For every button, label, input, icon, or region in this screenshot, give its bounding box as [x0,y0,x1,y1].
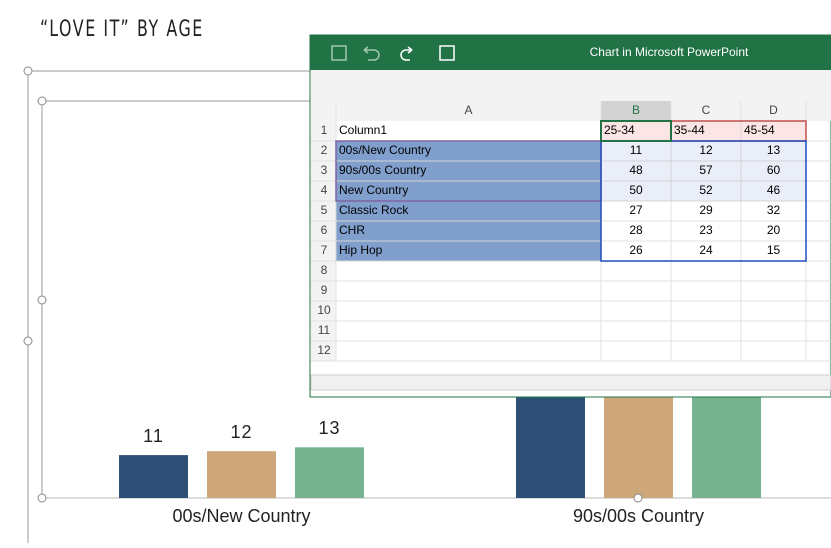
quick-access[interactable] [331,45,455,61]
cell: 27 [629,203,643,217]
data-label: 11 [143,426,164,446]
row-header: 7 [321,243,328,257]
column-header-bg [311,101,831,121]
cell: Column1 [339,123,387,137]
scrollbar[interactable] [310,374,831,391]
bar [207,451,276,498]
data-label: 12 [230,422,252,442]
row-header: 8 [321,263,328,277]
cell: 29 [699,203,713,217]
row-header: 6 [321,223,328,237]
cell: 52 [699,183,713,197]
cell: 48 [629,163,643,177]
cell: 46 [767,183,781,197]
column-header: B [632,103,640,117]
column-header: D [769,103,778,117]
row-header: 1 [321,123,328,137]
cell: New Country [339,183,408,197]
cell: 13 [767,143,781,157]
cell: 57 [699,163,713,177]
handles [23,66,643,503]
cell: 15 [767,243,781,257]
cell: 12 [699,143,713,157]
cell: 35-44 [674,123,705,137]
title-bar [310,35,831,70]
row-header: 4 [321,183,328,197]
cell: 50 [629,183,643,197]
cell: 28 [629,223,643,237]
row-header: 10 [317,303,331,317]
excel-window: Chart in Microsoft PowerPoint A B C D123456… [309,34,831,398]
cell: CHR [339,223,365,237]
cell: 24 [699,243,713,257]
row-header: 11 [318,323,331,337]
toolbar [311,70,831,101]
cell: 25-34 [604,123,635,137]
slide-subtitle: “LOVE IT” BY AGE [40,16,204,41]
cell: 00s/New Country [339,143,431,157]
category-label: 90s/00s Country [573,506,704,526]
row-header: 9 [321,283,328,297]
cell: 23 [699,223,713,237]
cell-bg [335,220,602,242]
cell: 45-54 [744,123,775,137]
cell: 60 [767,163,781,177]
selected-col-header [601,101,671,121]
cell: Hip Hop [339,243,383,257]
cell: 20 [767,223,781,237]
category-label: 00s/New Country [172,506,310,526]
data-label: 13 [318,418,340,438]
column-header: C [702,103,711,117]
row-header: 2 [321,143,328,157]
column-header: A [464,103,472,117]
bar [295,447,364,498]
row-header: 3 [321,163,328,177]
cell: 90s/00s Country [339,163,426,177]
row-header-bg [311,101,336,361]
cell: Classic Rock [339,203,409,217]
cell: 32 [767,203,781,217]
active-cell [600,120,672,142]
range-border [600,140,807,262]
cell: 11 [630,143,643,157]
cell: 26 [629,243,643,257]
bar [119,455,188,498]
row-header: 5 [321,203,328,217]
row-header: 12 [317,343,331,357]
window-title: Chart in Microsoft PowerPoint [590,45,749,59]
